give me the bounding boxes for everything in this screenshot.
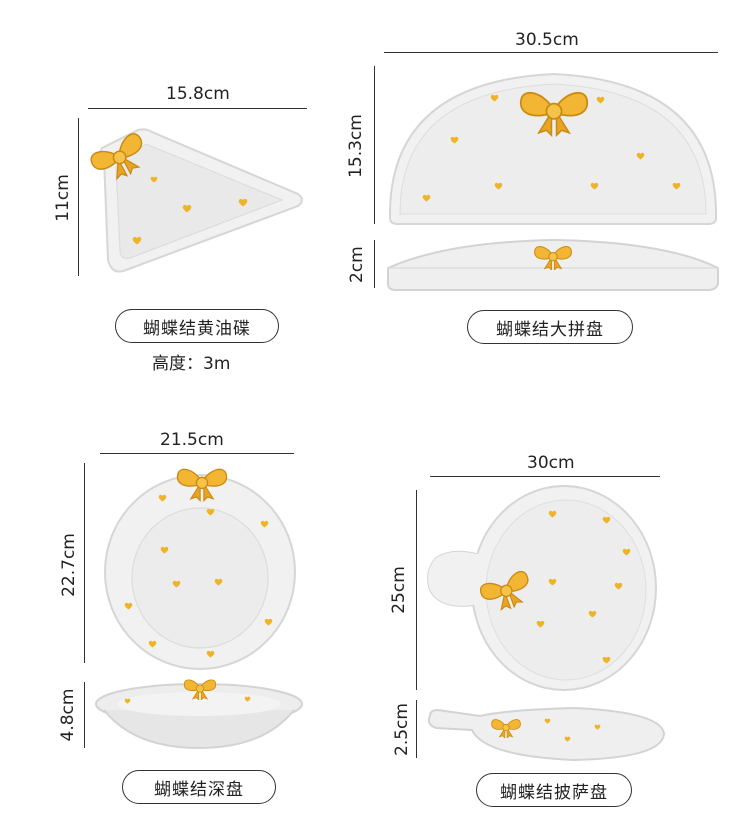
dimension-line	[416, 700, 417, 758]
deep-plate-top-image	[104, 468, 296, 670]
deep-plate-side-image	[95, 679, 303, 750]
product-name-label: 蝴蝶结深盘	[122, 770, 276, 804]
dimension-height: 2.5cm	[392, 703, 412, 756]
dimension-depth: 15.3cm	[346, 114, 366, 178]
platter-side-image	[387, 238, 719, 291]
dimension-line	[374, 66, 375, 224]
dimension-depth: 22.7cm	[59, 533, 79, 597]
height-note: 高度：3m	[152, 354, 231, 374]
dimension-height: 2cm	[347, 246, 367, 283]
dimension-line	[84, 463, 85, 663]
dimension-line	[374, 240, 375, 288]
dimension-line	[416, 490, 417, 690]
product-name-label: 蝴蝶结披萨盘	[476, 773, 632, 807]
dimension-line	[88, 108, 307, 109]
product-name-label: 蝴蝶结黄油碟	[115, 309, 279, 343]
product-name-label: 蝴蝶结大拼盘	[467, 310, 633, 344]
dimension-line	[78, 118, 79, 276]
dimension-depth: 25cm	[389, 566, 409, 614]
dimension-width: 21.5cm	[160, 430, 224, 450]
dimension-line	[384, 52, 718, 53]
dimension-line	[84, 682, 85, 748]
pizza-plate-side-image	[427, 706, 666, 762]
butter-dish-image	[87, 128, 303, 273]
dimension-width: 30.5cm	[515, 30, 579, 50]
dimension-width: 30cm	[527, 453, 575, 473]
dimension-depth: 11cm	[53, 174, 73, 222]
pizza-plate-top-image	[427, 485, 657, 691]
dimension-height: 4.8cm	[58, 688, 78, 742]
dimension-width: 15.8cm	[166, 84, 230, 104]
dimension-line	[100, 453, 294, 454]
platter-top-image	[388, 72, 718, 225]
dimension-line	[430, 476, 660, 477]
